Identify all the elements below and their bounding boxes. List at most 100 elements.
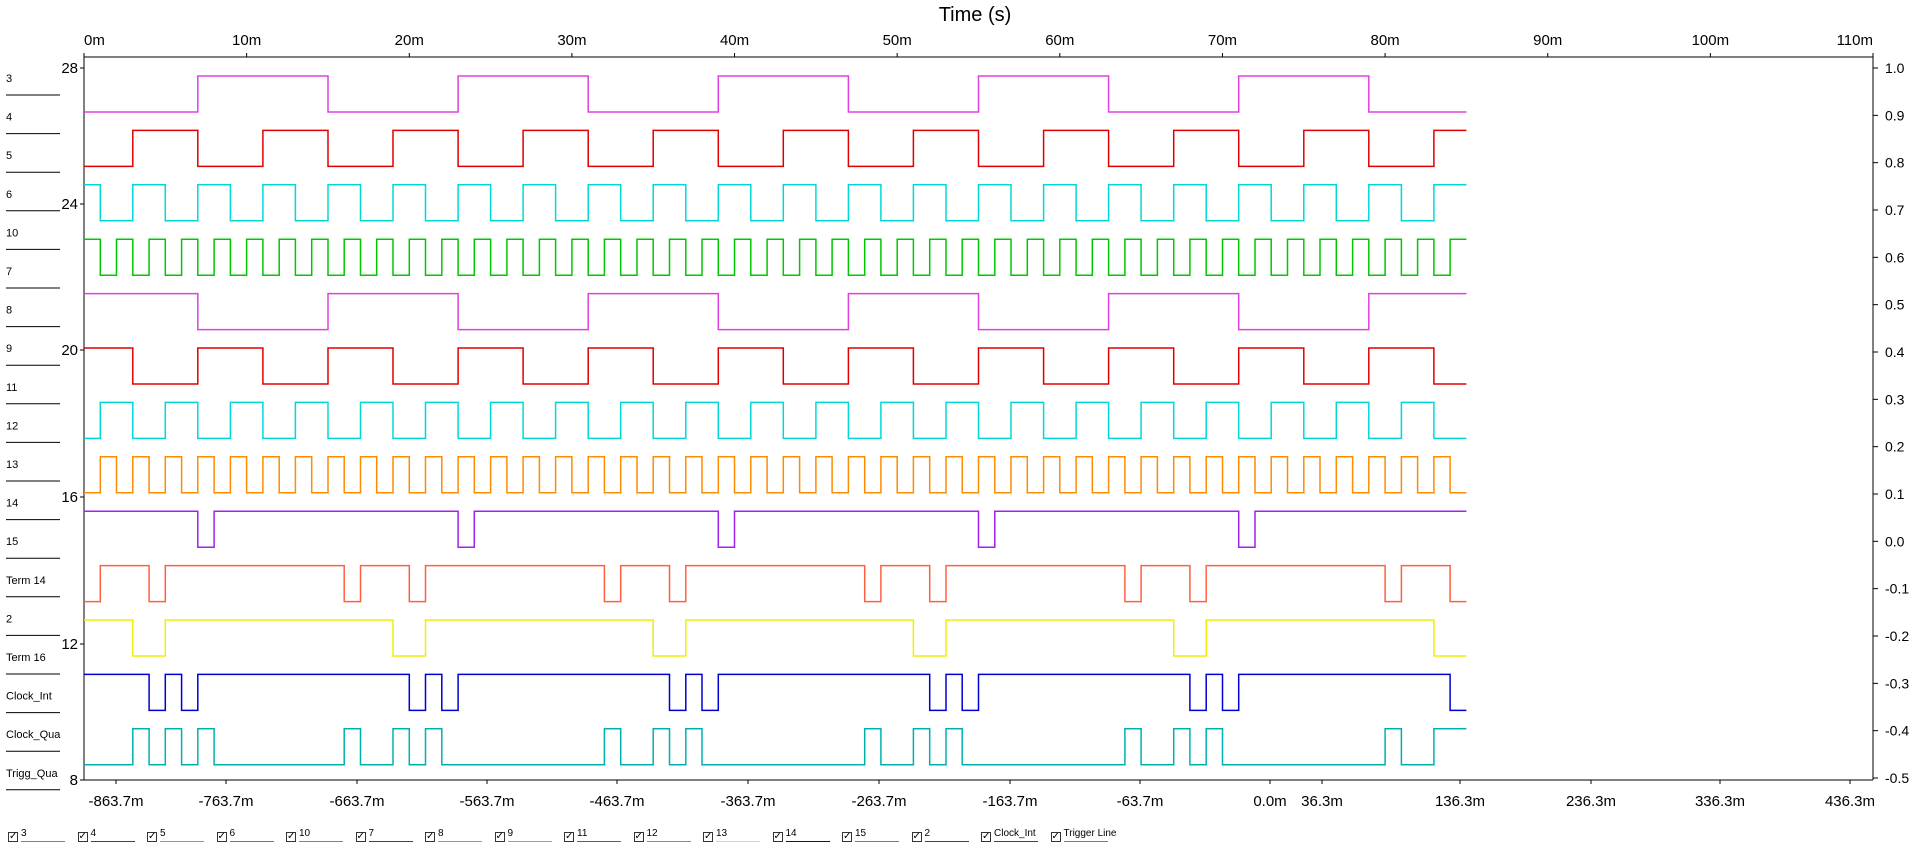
legend-item[interactable]: ✓ 12: [633, 828, 696, 846]
series-trace: [84, 75, 1467, 113]
right-axis-tick-label: 0.1: [1885, 486, 1905, 502]
bottom-axis-tick-label: 336.3m: [1695, 793, 1745, 810]
top-axis-tick-label: 70m: [1208, 32, 1237, 49]
legend-swatch-line: [855, 841, 899, 842]
legend-checkbox[interactable]: ✓: [425, 831, 435, 842]
series-trace: [84, 292, 1467, 331]
top-axis-tick-label: 40m: [720, 32, 749, 49]
series-trace: [84, 619, 1467, 657]
legend-swatch-line: [716, 841, 760, 842]
series-trace: [84, 564, 1467, 603]
legend-label: 2: [924, 828, 931, 839]
legend-label: 7: [368, 828, 375, 839]
top-axis-tick-label: 0m: [84, 32, 105, 49]
top-axis-tick-label: 90m: [1533, 32, 1562, 49]
legend-item[interactable]: ✓ 11: [564, 828, 626, 846]
legend-checkbox[interactable]: ✓: [77, 831, 88, 842]
legend-label: 9: [507, 828, 514, 839]
channel-label: 11: [6, 382, 17, 394]
left-axis-tick-label: 8: [70, 772, 78, 789]
right-axis-tick-label: -0.2: [1885, 628, 1909, 644]
legend-swatch-line: [785, 841, 830, 842]
legend-item[interactable]: ✓ 6: [216, 828, 279, 846]
right-axis-tick-label: 0.0: [1885, 533, 1905, 549]
legend-label: 11: [577, 828, 588, 839]
legend-checkbox[interactable]: ✓: [286, 831, 296, 842]
legend-checkbox[interactable]: ✓: [355, 831, 366, 842]
legend-checkbox[interactable]: ✓: [633, 831, 644, 842]
legend-checkbox[interactable]: ✓: [842, 831, 852, 842]
legend-swatch-line: [507, 841, 552, 842]
right-axis-tick-label: 0.9: [1885, 107, 1905, 123]
channel-label: 4: [6, 112, 12, 124]
channel-label: Term 16: [6, 652, 46, 664]
legend-item[interactable]: ✓ 9: [494, 828, 557, 846]
legend-checkbox[interactable]: ✓: [703, 831, 713, 842]
bottom-axis-tick-label: -263.7m: [851, 793, 906, 810]
legend-item[interactable]: ✓ 7: [355, 828, 418, 846]
legend-checkbox[interactable]: ✓: [911, 831, 922, 842]
channel-label: 15: [6, 536, 18, 548]
channel-label: 5: [6, 150, 12, 162]
series-trace: [84, 129, 1467, 168]
right-axis-tick-label: 0.6: [1885, 249, 1905, 265]
top-axis-tick-label: 20m: [395, 32, 424, 49]
chart-title: Time (s): [939, 4, 1012, 26]
legend-swatch-line: [994, 841, 1038, 842]
channel-label: 10: [6, 227, 18, 239]
legend-label: 14: [785, 828, 797, 839]
series-trace: [84, 347, 1467, 385]
legend-checkbox[interactable]: ✓: [981, 831, 991, 842]
bottom-axis-tick-label: -163.7m: [982, 793, 1037, 810]
bottom-axis: -863.7m -763.7m -663.7m -563.7m -463.7m -363.…: [88, 780, 1875, 810]
channel-labels: 3 4 5 6 10 7 8 9 11 12 13 14 15 Term 14 2 Term 16 Clock_…: [6, 73, 61, 791]
legend-checkbox[interactable]: ✓: [147, 831, 157, 842]
legend-item[interactable]: ✓ 2: [911, 828, 974, 846]
bottom-axis-tick-label: -463.7m: [589, 793, 644, 810]
legend-item[interactable]: ✓ Trigger Line: [1050, 828, 1117, 846]
bottom-axis-tick-label: -763.7m: [198, 793, 253, 810]
series-trace: [84, 456, 1467, 494]
right-axis-tick-label: 1.0: [1885, 60, 1905, 76]
legend-swatch-line: [21, 841, 65, 842]
legend-item[interactable]: ✓ Clock_Int: [981, 828, 1043, 846]
legend-swatch-line: [229, 841, 274, 842]
legend-item[interactable]: ✓ 8: [425, 828, 487, 846]
legend-checkbox[interactable]: ✓: [8, 831, 18, 842]
series-trace: [84, 238, 1467, 276]
legend-label: 15: [855, 828, 867, 839]
legend-checkbox[interactable]: ✓: [494, 831, 505, 842]
channel-label: 3: [6, 73, 12, 85]
legend-checkbox[interactable]: ✓: [772, 831, 783, 842]
legend-swatch-line: [438, 841, 482, 842]
legend-item[interactable]: ✓ 15: [842, 828, 904, 846]
legend-item[interactable]: ✓ 13: [703, 828, 765, 846]
series-trace: [84, 673, 1467, 712]
legend-label: 10: [299, 828, 311, 839]
legend-item[interactable]: ✓ 14: [772, 828, 835, 846]
left-axis-tick-label: 20: [61, 342, 78, 359]
channel-label: 13: [6, 459, 18, 471]
legend-item[interactable]: ✓ 10: [286, 828, 348, 846]
right-axis-tick-label: 0.7: [1885, 202, 1905, 218]
legend-item[interactable]: ✓ 5: [147, 828, 209, 846]
bottom-axis-tick-label: -63.7m: [1117, 793, 1164, 810]
top-axis: 0m 10m 20m 30m 40m 50m 60m 70m 80m 90m 100m 110m: [83, 32, 1874, 781]
timing-chart: Time (s) 0m 10m 20m 30m 40m 50m 60m 70m 80m 90m 10…: [6, 4, 1909, 810]
series-trace: [84, 401, 1467, 440]
channel-label: Trigg_Qua: [6, 768, 58, 780]
series-traces: [84, 75, 1467, 766]
legend-swatch-line: [924, 841, 969, 842]
legend-label: 5: [160, 828, 166, 839]
legend-checkbox[interactable]: ✓: [216, 831, 227, 842]
legend-swatch-line: [646, 841, 691, 842]
legend-checkbox[interactable]: ✓: [1050, 831, 1061, 842]
top-axis-tick-label: 50m: [883, 32, 912, 49]
left-axis-tick-label: 24: [61, 196, 78, 213]
legend-item[interactable]: ✓ 3: [8, 828, 70, 846]
legend: ✓ 3 ✓ 4 ✓ 5 ✓ 6 ✓ 10 ✓ 7 ✓ 8 ✓ 9 ✓ 11 ✓ 12 ✓ 13 ✓ 14 ✓ 15 ✓ 2 ✓ Clock…: [0, 822, 1910, 846]
legend-checkbox[interactable]: ✓: [564, 831, 574, 842]
bottom-axis-tick-label: 0.0m: [1253, 793, 1286, 810]
channel-label: Clock_Int: [6, 691, 52, 703]
legend-item[interactable]: ✓ 4: [77, 828, 140, 846]
